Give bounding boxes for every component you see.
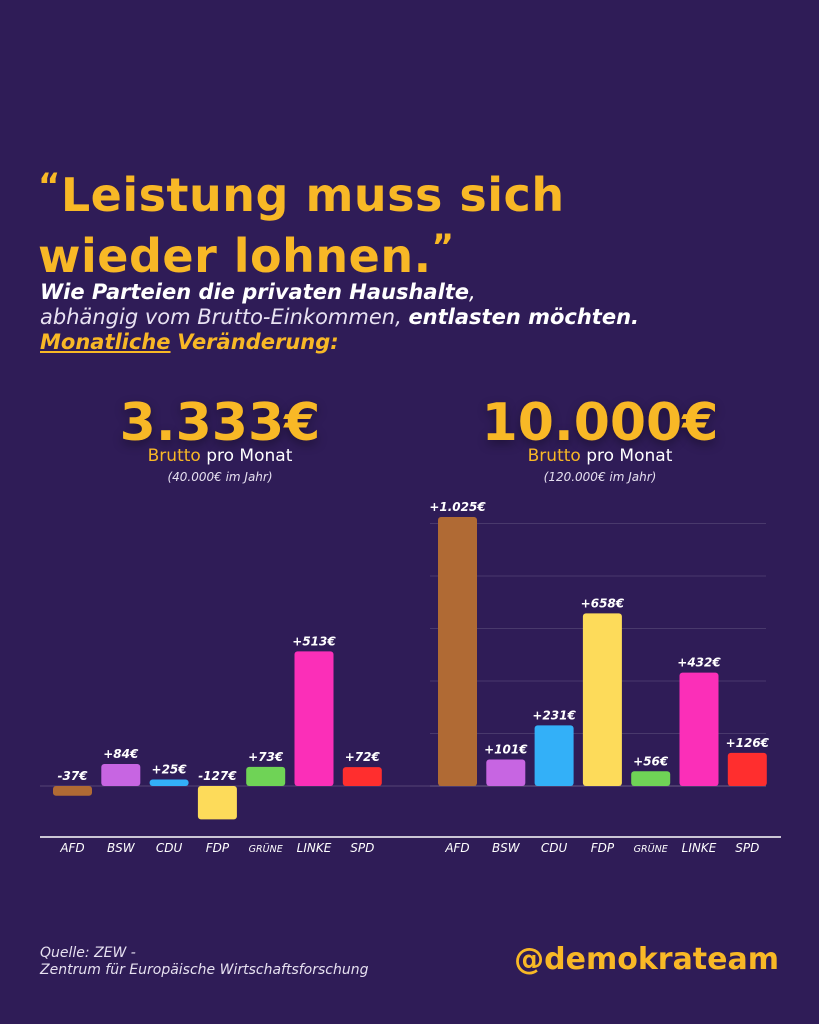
category-label: BSW — [492, 841, 521, 855]
bar-left-fdp — [197, 786, 237, 820]
bar-left-cdu — [149, 779, 189, 786]
handle: @demokrateam — [514, 942, 779, 977]
bar-right-bsw — [486, 759, 526, 786]
data-label: +231€ — [532, 708, 576, 722]
bar-right-grüne — [631, 771, 671, 786]
left-per-year: (40.000€ im Jahr) — [167, 470, 273, 484]
category-label: SPD — [735, 841, 759, 855]
headline-line1: Leistung muss sich — [60, 168, 565, 222]
close-quote: ” — [431, 227, 455, 267]
data-label: +658€ — [581, 596, 625, 610]
data-label: +432€ — [677, 656, 721, 670]
data-label: +126€ — [726, 736, 770, 750]
bar-left-bsw — [101, 763, 141, 786]
category-label: CDU — [156, 841, 183, 855]
right-amount: 10.000€ — [481, 393, 719, 453]
category-label: FDP — [206, 841, 230, 855]
subtitle-monatliche: Monatliche — [40, 330, 171, 354]
category-label: BSW — [107, 841, 136, 855]
data-label: +72€ — [345, 750, 381, 764]
open-quote: “ — [38, 166, 61, 206]
left-brutto: Brutto pro Monat — [40, 446, 400, 466]
data-label: +513€ — [292, 634, 336, 648]
left-amount: 3.333€ — [119, 393, 321, 453]
category-label: GRÜNE — [634, 844, 668, 855]
bar-right-afd — [438, 517, 477, 786]
category-label: SPD — [350, 841, 374, 855]
bar-chart: -37€ AFD +84€ BSW +25€ CDU -127€ FDP +73€ GRÜNE +5… — [40, 500, 781, 855]
category-label: FDP — [591, 841, 615, 855]
right-brutto: Brutto pro Monat — [420, 446, 780, 466]
source-line2: Zentrum für Europäische Wirtschaftsforsc… — [40, 962, 369, 978]
data-label: +1.025€ — [429, 500, 486, 514]
data-label: +56€ — [633, 754, 669, 768]
right-brutto-word: Brutto — [527, 446, 581, 466]
subtitle: Wie Parteien die privaten Haushalte, abh… — [40, 280, 810, 355]
bar-left-linke — [294, 651, 334, 786]
category-label: LINKE — [682, 841, 717, 855]
right-per-year: (120.000€ im Jahr) — [543, 470, 657, 484]
left-pro-monat: pro Monat — [206, 446, 293, 466]
bar-right-cdu — [534, 725, 574, 786]
bar-right-spd — [727, 752, 767, 786]
data-label: +84€ — [103, 747, 139, 761]
subtitle-line2b: entlasten möchten. — [408, 305, 639, 329]
subtitle-comma: , — [469, 280, 476, 304]
source-note: Quelle: ZEW - Zentrum für Europäische Wi… — [40, 945, 369, 979]
headline: “Leistung muss sich wieder lohnen.” — [38, 160, 798, 282]
bar-left-grüne — [246, 766, 286, 786]
subtitle-line2a: abhängig vom Brutto-Einkommen, — [40, 305, 402, 329]
left-brutto-word: Brutto — [147, 446, 201, 466]
bar-right-fdp — [582, 613, 622, 786]
data-label: -127€ — [198, 769, 237, 783]
data-label: +101€ — [484, 742, 528, 756]
data-label: -37€ — [57, 769, 88, 783]
data-label: +25€ — [152, 762, 188, 776]
subtitle-veraenderung: Veränderung: — [177, 330, 339, 354]
source-line1: Quelle: ZEW - — [40, 945, 136, 961]
category-label: GRÜNE — [249, 844, 283, 855]
category-label: CDU — [541, 841, 568, 855]
right-pro-monat: pro Monat — [586, 446, 673, 466]
category-label: LINKE — [297, 841, 332, 855]
headline-line2: wieder lohnen. — [38, 229, 432, 283]
bar-left-afd — [53, 786, 92, 796]
subtitle-line1: Wie Parteien die privaten Haushalte — [40, 280, 470, 304]
category-label: AFD — [444, 841, 469, 855]
category-label: AFD — [59, 841, 84, 855]
bar-left-spd — [342, 767, 382, 786]
data-label: +73€ — [248, 750, 284, 764]
bar-right-linke — [679, 672, 719, 786]
